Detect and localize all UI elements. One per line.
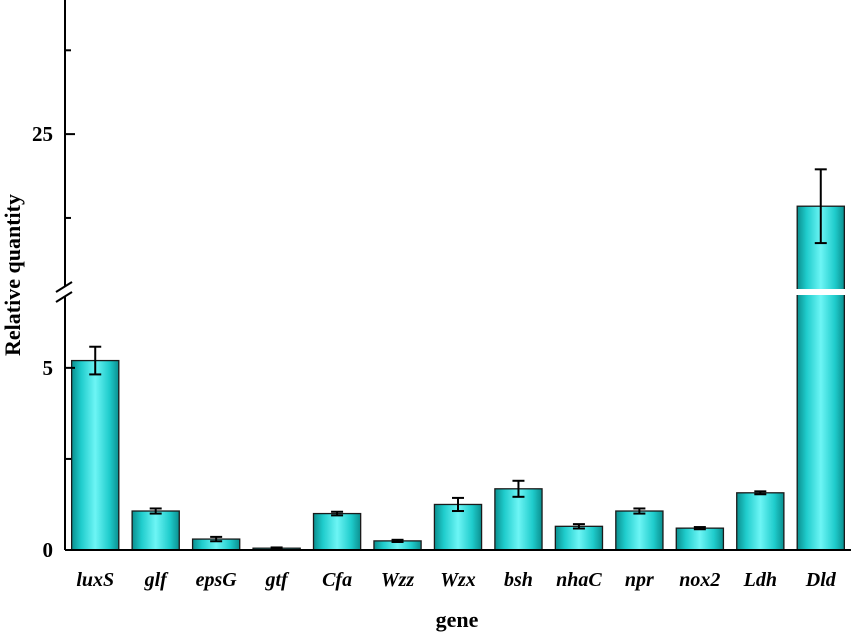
x-tick-label: Wzz [381, 569, 415, 591]
x-tick-label: Cfa [322, 569, 352, 591]
y-axis-title: Relative quantity [0, 194, 25, 356]
bar-luxS [71, 359, 120, 551]
x-tick-label: Wzx [440, 569, 476, 591]
error-bar-epsG [210, 535, 223, 543]
error-bar-Wzx [452, 496, 464, 513]
axis-break-mark [55, 281, 73, 293]
x-tick-label: glf [144, 569, 170, 591]
bar-Cfa [312, 512, 362, 551]
error-bar-gtf [270, 546, 283, 550]
bar-Dld [796, 205, 845, 551]
error-bar-glf [149, 507, 162, 515]
bar-Ldh [736, 492, 785, 551]
error-bar-npr [633, 507, 646, 515]
x-tick-label: nox2 [679, 569, 720, 591]
y-tick-label: 0 [43, 538, 54, 562]
x-tick-label: Ldh [743, 569, 777, 591]
bar-glf [131, 510, 180, 551]
error-bar-nox2 [693, 526, 706, 531]
error-bar-Dld [814, 168, 827, 245]
bars-layer [71, 168, 846, 551]
y-tick-label: 25 [32, 122, 53, 146]
y-tick-label: 5 [43, 356, 54, 380]
error-bar-Ldh [754, 490, 767, 496]
x-tick-label: npr [625, 569, 654, 591]
x-tick-label: nhaC [556, 569, 602, 591]
error-bar-nhaC [572, 523, 585, 530]
axis-break-mark [55, 291, 73, 303]
bar-bsh [494, 488, 543, 551]
x-tick-label: epsG [196, 569, 238, 591]
bar-nox2 [675, 527, 725, 551]
axes-layer [55, 0, 851, 551]
x-tick-label: gtf [265, 569, 291, 591]
error-bar-bsh [512, 479, 525, 498]
x-tick-label: luxS [76, 569, 114, 591]
labels-layer: luxS glf epsG gtf Cfa Wzz Wzx bsh nhaC npr nox2 Ldh… [32, 122, 837, 591]
error-bar-luxS [89, 345, 102, 376]
bar-npr [615, 510, 664, 551]
bar-Wzx [433, 503, 483, 551]
x-axis-title: gene [436, 607, 479, 632]
error-bar-Wzz [391, 538, 404, 543]
bar-nhaC [554, 525, 604, 551]
x-tick-label: bsh [504, 569, 533, 591]
bar-break-gap [796, 289, 846, 295]
error-bar-Cfa [331, 510, 344, 517]
x-tick-label: Dld [805, 569, 837, 591]
